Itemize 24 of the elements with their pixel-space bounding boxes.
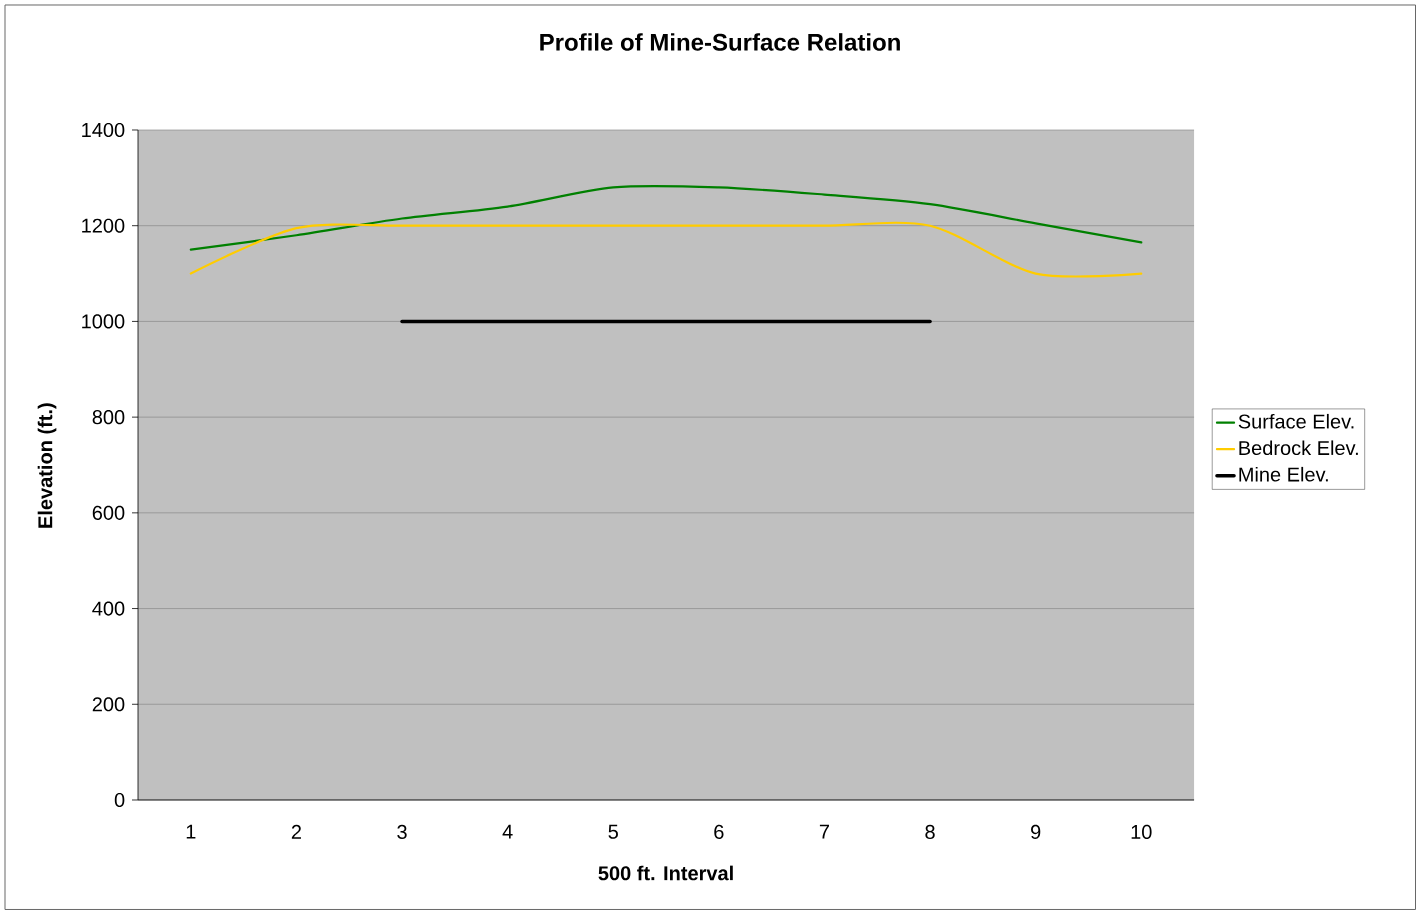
x-tick-label: 6 (714, 824, 724, 839)
x-tick-label: 7 (819, 824, 829, 839)
legend-label: Mine Elev. (1239, 466, 1328, 482)
y-tick-label: 1200 (82, 218, 125, 233)
y-tick-label: 200 (92, 697, 125, 712)
x-tick-label: 5 (608, 824, 618, 839)
y-tick-label: 1400 (82, 122, 125, 138)
chart-title: Profile of Mine-Surface Relation (540, 33, 900, 51)
y-tick-label: 400 (92, 601, 125, 616)
x-tick-label: 4 (502, 824, 513, 839)
x-tick-label: 1 (186, 824, 196, 839)
y-axis-title: Elevation (ft.) (37, 403, 57, 528)
y-tick-label: 0 (114, 792, 125, 808)
x-tick-label: 3 (397, 824, 407, 839)
x-tick-label: 9 (1031, 824, 1041, 839)
x-tick-label: 2 (291, 824, 301, 839)
x-tick-label: 10 (1131, 824, 1152, 839)
y-tick-label: 800 (92, 410, 125, 425)
x-tick-label: 8 (925, 824, 935, 839)
legend-label: Surface Elev. (1238, 413, 1354, 429)
y-tick-label: 600 (92, 505, 125, 520)
y-tick-label: 1000 (82, 314, 125, 329)
x-axis-title: 500 ft. Interval (598, 865, 733, 881)
legend-label: Bedrock Elev. (1239, 440, 1358, 456)
